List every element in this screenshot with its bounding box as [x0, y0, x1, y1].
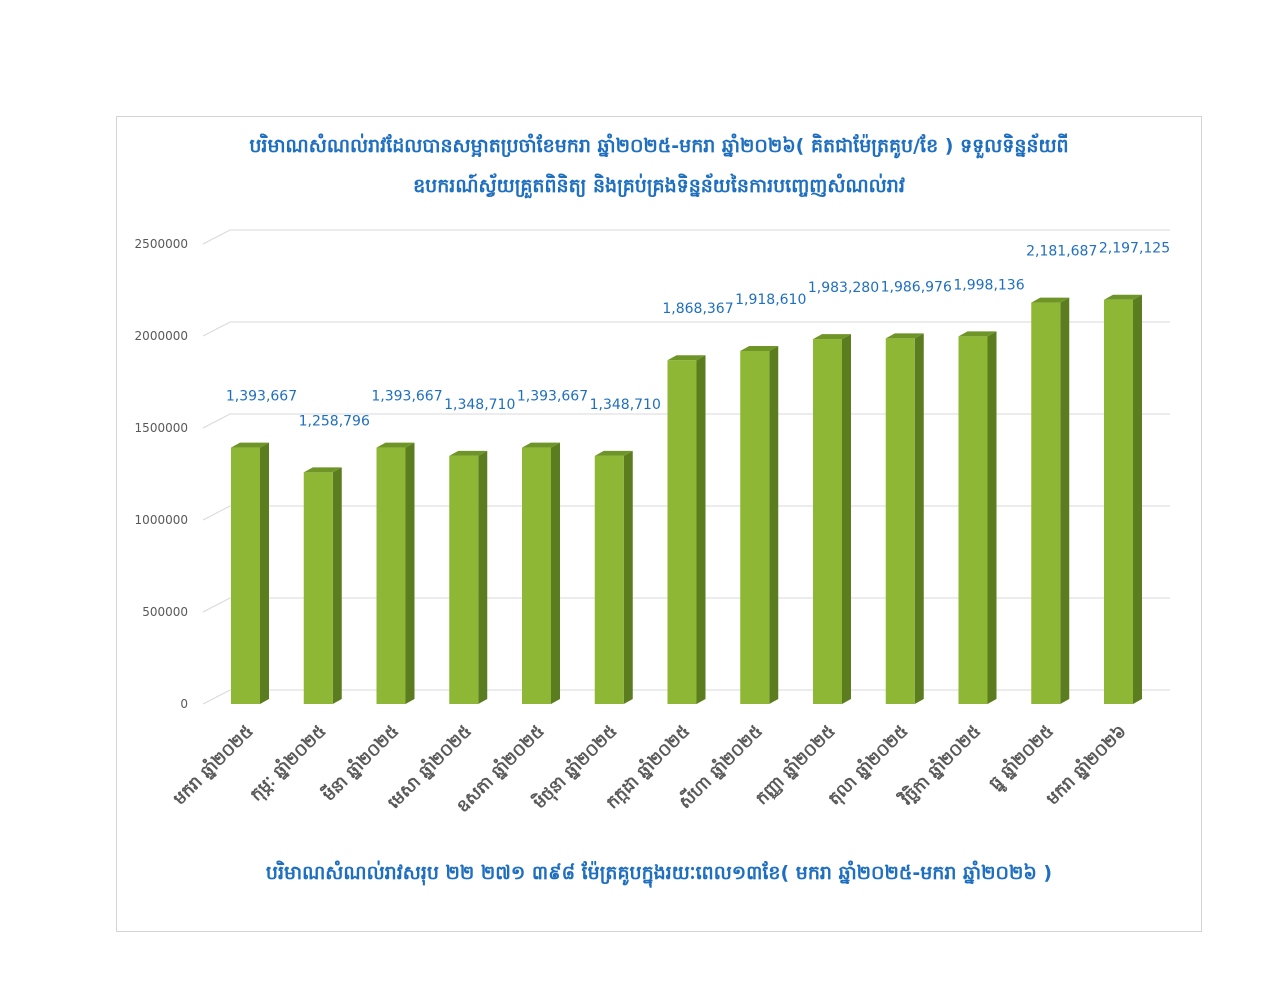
bar-front-10 — [958, 336, 988, 704]
gridline-0 — [202, 689, 1170, 705]
bar-side-10 — [987, 331, 997, 704]
bar-side-8 — [842, 334, 851, 704]
bar-side-12 — [1133, 294, 1142, 704]
bar-side-9 — [914, 333, 924, 704]
bar-0 — [231, 442, 269, 704]
data-label-4: 1,393,667 — [517, 389, 588, 405]
bar-side-1 — [332, 467, 342, 704]
bar-top-12 — [1104, 294, 1142, 300]
y-tick-label-2: 1000000 — [135, 513, 188, 527]
bar-side-0 — [260, 442, 269, 704]
data-label-0: 1,393,667 — [226, 389, 297, 405]
bar-top-5 — [594, 450, 633, 456]
bar-top-0 — [231, 442, 269, 448]
data-label-9: 1,986,976 — [881, 279, 952, 295]
gridline-5 — [202, 229, 1170, 245]
chart-frame — [116, 116, 1202, 932]
bar-side-4 — [551, 442, 560, 704]
bar-front-9 — [885, 338, 915, 704]
y-tick-label-3: 1500000 — [135, 421, 188, 435]
data-label-2: 1,393,667 — [371, 389, 442, 405]
data-label-3: 1,348,710 — [444, 397, 515, 413]
gridline-2 — [202, 505, 1170, 521]
bar-front-6 — [667, 360, 697, 704]
data-label-6: 1,868,367 — [662, 301, 733, 317]
bar-top-11 — [1031, 297, 1070, 303]
bar-side-5 — [623, 450, 633, 704]
bar-11 — [1031, 297, 1070, 704]
data-label-10: 1,998,136 — [953, 277, 1024, 293]
bar-top-4 — [522, 442, 560, 448]
data-labels: 1,393,6671,258,7961,393,6671,348,7101,39… — [226, 241, 1170, 430]
bar-4 — [522, 442, 560, 704]
data-label-5: 1,348,710 — [590, 397, 661, 413]
bar-12 — [1104, 294, 1142, 704]
bar-front-12 — [1104, 299, 1133, 704]
bar-6 — [667, 355, 706, 704]
bar-10 — [958, 331, 997, 704]
gridline-4 — [202, 321, 1170, 337]
bar-front-7 — [740, 350, 770, 704]
bar-side-6 — [696, 355, 706, 704]
gridline-1 — [202, 597, 1170, 613]
bar-5 — [594, 450, 633, 704]
bar-2 — [376, 442, 415, 704]
bar-top-2 — [376, 442, 415, 448]
data-label-8: 1,983,280 — [808, 280, 879, 296]
x-tick-label-0: មករា ឆ្នាំ២០២៥ — [168, 720, 257, 809]
bar-top-8 — [813, 334, 851, 340]
bar-front-3 — [449, 455, 479, 704]
bar-front-2 — [376, 447, 406, 704]
data-label-7: 1,918,610 — [735, 292, 806, 308]
data-label-1: 1,258,796 — [299, 413, 370, 429]
bar-7 — [740, 345, 779, 704]
bar-8 — [813, 334, 851, 704]
bar-9 — [885, 333, 924, 704]
gridline-3 — [202, 413, 1170, 429]
bars — [231, 294, 1142, 704]
data-label-11: 2,181,687 — [1026, 244, 1097, 260]
bar-front-0 — [231, 447, 260, 704]
chart-title-line-1: បរិមាណសំណល់រាវដែលបានសម្អាតប្រចាំខែមករា ឆ… — [249, 135, 1069, 157]
bar-side-3 — [478, 450, 488, 704]
data-label-12: 2,197,125 — [1099, 241, 1170, 257]
bar-top-1 — [303, 467, 342, 473]
gridlines — [202, 229, 1170, 705]
chart-title-line-2: ឧបករណ៍ស្វ័យគ្រួតពិនិត្យ និងគ្រប់គ្រងទិន្… — [413, 175, 905, 197]
x-tick-label-11: ធ្នូ ឆ្នាំ២០២៥ — [984, 720, 1060, 796]
bar-side-7 — [769, 345, 779, 704]
bar-front-4 — [522, 447, 551, 704]
bar-top-6 — [667, 355, 706, 361]
x-tick-label-1: កុម្ភៈ ឆ្នាំ២០២៥ — [245, 720, 331, 806]
bar-front-5 — [594, 455, 624, 704]
bar-top-9 — [885, 333, 924, 339]
y-tick-label-4: 2000000 — [135, 329, 188, 343]
bar-top-7 — [740, 345, 779, 351]
y-tick-label-0: 0 — [180, 697, 188, 711]
total-volume-note: បរិមាណសំណល់រាវសរុប ២២ ២៧១ ៣៩៨ ម៉ែត្រគូបក… — [265, 862, 1053, 884]
bar-side-2 — [405, 442, 415, 704]
bar-front-8 — [813, 339, 842, 704]
bar-3 — [449, 450, 488, 704]
bar-front-11 — [1031, 302, 1061, 704]
bar-top-3 — [449, 450, 488, 456]
bar-1 — [303, 467, 342, 704]
y-tick-label-1: 500000 — [142, 605, 188, 619]
y-tick-label-5: 2500000 — [135, 237, 188, 251]
bar-front-1 — [303, 472, 333, 704]
bar-side-11 — [1060, 297, 1070, 704]
y-axis-ticks: 0 500000 1000000 1500000 2000000 2500000 — [135, 237, 188, 711]
bar-top-10 — [958, 331, 997, 337]
